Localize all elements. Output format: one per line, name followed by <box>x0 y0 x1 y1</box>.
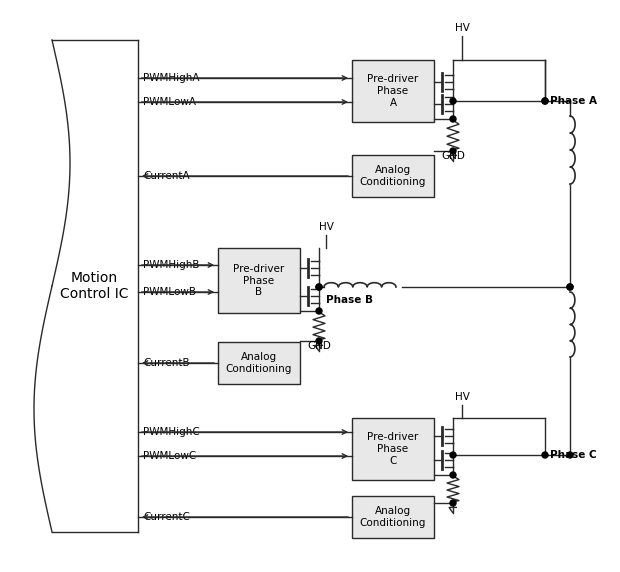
Circle shape <box>316 308 322 314</box>
Text: Analog
Conditioning: Analog Conditioning <box>360 506 426 528</box>
Circle shape <box>450 116 456 122</box>
Text: Phase C: Phase C <box>550 450 596 460</box>
Circle shape <box>542 452 548 458</box>
Circle shape <box>450 452 456 458</box>
Text: PWMHighB: PWMHighB <box>143 260 200 270</box>
Text: Analog
Conditioning: Analog Conditioning <box>226 352 292 374</box>
Circle shape <box>316 284 322 290</box>
Circle shape <box>567 452 573 458</box>
Text: CurrentA: CurrentA <box>143 171 190 181</box>
Text: Pre-driver
Phase
C: Pre-driver Phase C <box>368 432 418 466</box>
Circle shape <box>316 284 322 290</box>
Text: PWMLowB: PWMLowB <box>143 287 196 297</box>
Circle shape <box>450 500 456 506</box>
Text: CurrentB: CurrentB <box>143 358 190 368</box>
Text: HV: HV <box>454 23 469 33</box>
Text: CurrentC: CurrentC <box>143 512 190 522</box>
Text: HV: HV <box>454 392 469 402</box>
Text: PWMHighA: PWMHighA <box>143 73 200 83</box>
Text: GND: GND <box>307 341 331 351</box>
Bar <box>218 342 300 384</box>
Bar <box>352 60 434 122</box>
Text: PWMHighC: PWMHighC <box>143 427 200 437</box>
Circle shape <box>567 284 573 290</box>
Text: Analog
Conditioning: Analog Conditioning <box>360 165 426 187</box>
Text: PWMLowA: PWMLowA <box>143 97 196 107</box>
Circle shape <box>450 98 456 104</box>
Bar <box>352 496 434 538</box>
Circle shape <box>542 98 548 104</box>
Circle shape <box>542 98 548 104</box>
Bar <box>352 418 434 480</box>
Text: Phase B: Phase B <box>326 295 373 305</box>
Circle shape <box>450 472 456 478</box>
Bar <box>218 248 300 313</box>
Text: PWMLowC: PWMLowC <box>143 451 197 461</box>
Text: Motion
Control IC: Motion Control IC <box>60 271 128 301</box>
Circle shape <box>316 338 322 344</box>
Text: Pre-driver
Phase
A: Pre-driver Phase A <box>368 74 418 108</box>
Circle shape <box>567 284 573 290</box>
Bar <box>352 155 434 197</box>
Text: Pre-driver
Phase
B: Pre-driver Phase B <box>233 264 285 297</box>
Text: HV: HV <box>319 222 334 232</box>
Text: Phase A: Phase A <box>550 96 597 106</box>
Circle shape <box>450 148 456 154</box>
Text: GND: GND <box>441 151 465 161</box>
